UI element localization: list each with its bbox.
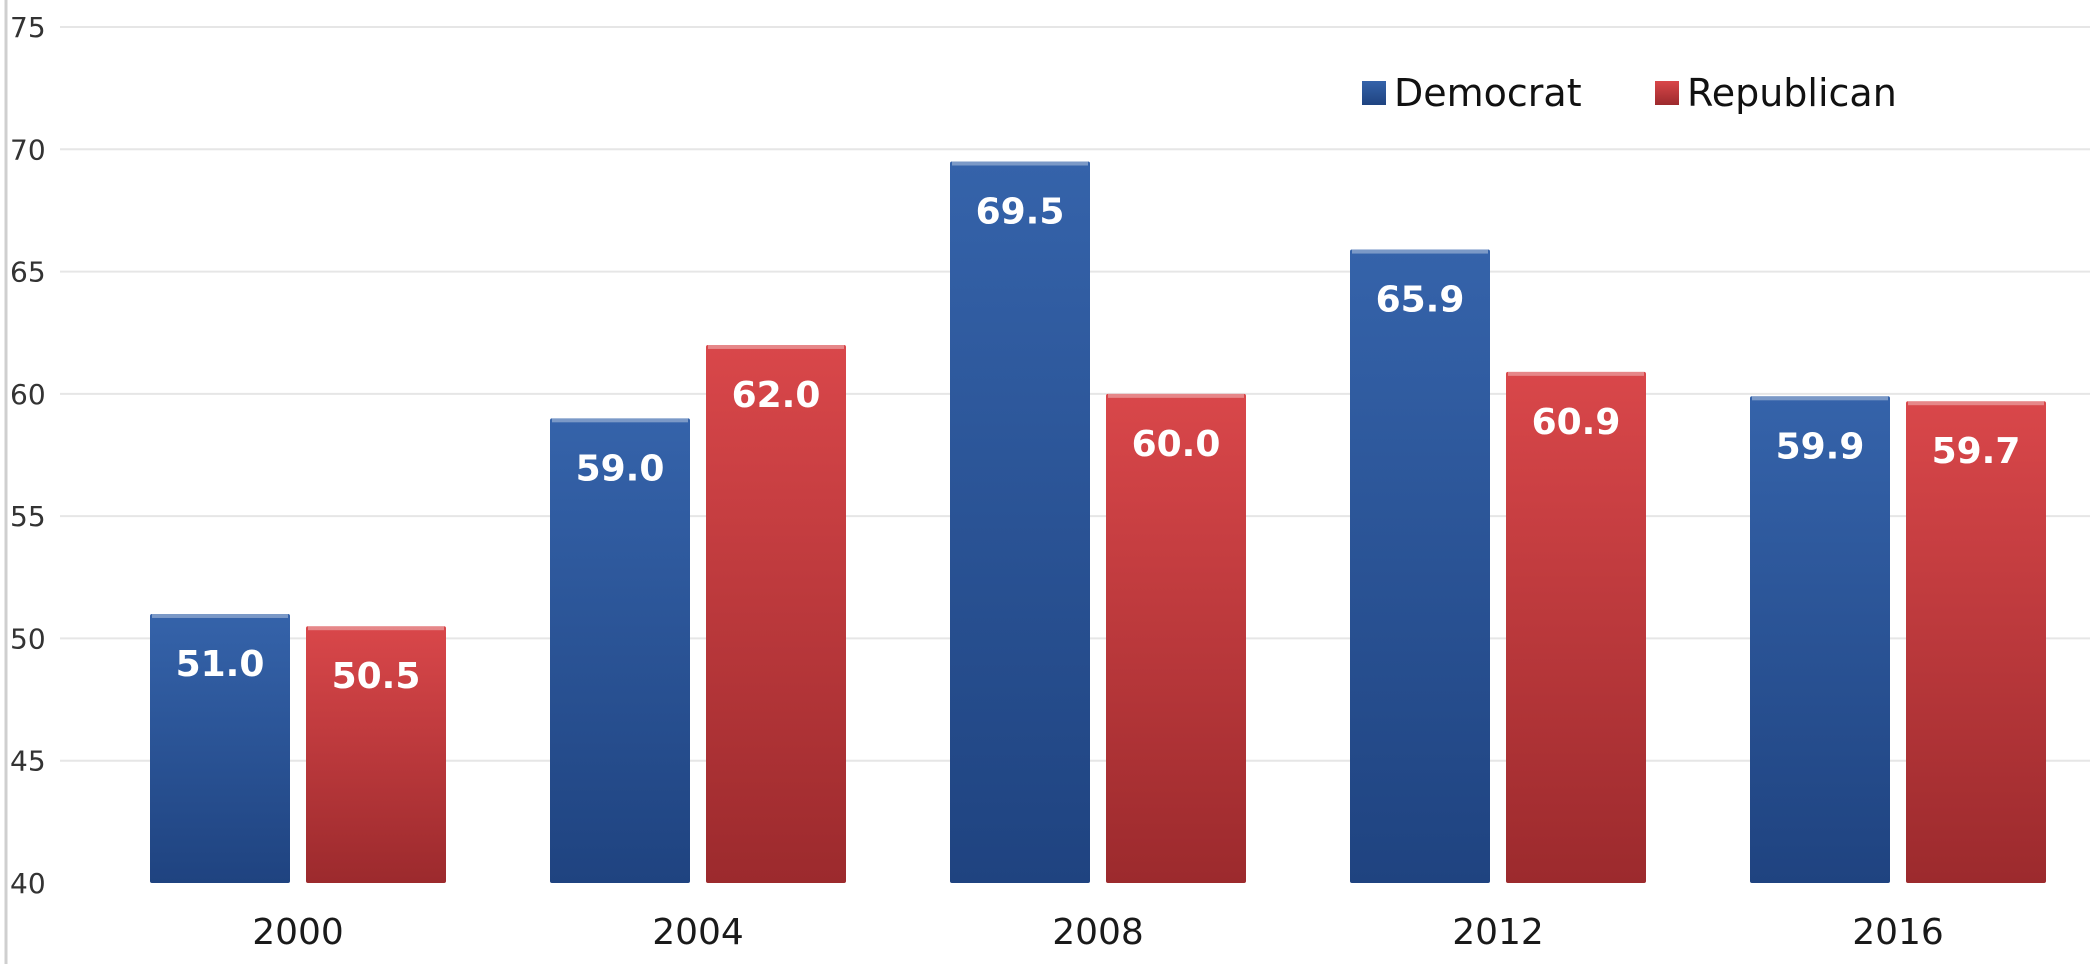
y-tick-label: 60 xyxy=(10,378,46,411)
bar-highlight xyxy=(552,418,688,423)
bar-democrat-2016 xyxy=(1750,396,1890,883)
data-label-democrat-2000: 51.0 xyxy=(176,644,265,685)
bar-democrat-2000 xyxy=(150,613,290,883)
data-label-republican-2004: 62.0 xyxy=(732,375,821,416)
bar-highlight xyxy=(1752,396,1888,401)
x-category-label: 2012 xyxy=(1452,912,1544,953)
bar-highlight xyxy=(1908,401,2044,406)
x-category-label: 2008 xyxy=(1052,912,1144,953)
legend-swatch-democrat xyxy=(1362,81,1386,105)
bar-republican-2000 xyxy=(306,626,446,883)
bar-republican-2016 xyxy=(1906,401,2046,883)
legend: Democrat Republican xyxy=(1362,71,1897,115)
bar-democrat-2004 xyxy=(550,418,690,883)
x-category-label: 2004 xyxy=(652,912,744,953)
y-tick-label: 50 xyxy=(10,622,46,655)
y-tick-label: 40 xyxy=(10,867,46,900)
data-label-republican-2012: 60.9 xyxy=(1532,402,1621,443)
x-category-labels: 2000 2004 2008 2012 2016 xyxy=(252,912,1944,953)
legend-label-republican: Republican xyxy=(1687,71,1897,115)
y-tick-label: 65 xyxy=(10,256,46,289)
x-category-label: 2016 xyxy=(1852,912,1944,953)
bar-highlight xyxy=(1352,249,1488,254)
data-label-republican-2000: 50.5 xyxy=(332,656,421,697)
bar-highlight xyxy=(308,626,444,631)
y-tick-label: 70 xyxy=(10,133,46,166)
data-label-democrat-2016: 59.9 xyxy=(1776,426,1865,467)
bar-democrat-2012 xyxy=(1350,249,1490,883)
bar-highlight xyxy=(1508,371,1644,376)
legend-swatch-republican xyxy=(1655,81,1679,105)
y-tick-label: 75 xyxy=(10,11,46,44)
data-label-democrat-2012: 65.9 xyxy=(1376,280,1465,321)
y-tick-label: 45 xyxy=(10,745,46,778)
bar-republican-2004 xyxy=(706,344,846,883)
data-label-republican-2016: 59.7 xyxy=(1932,431,2021,472)
data-label-democrat-2008: 69.5 xyxy=(976,192,1065,233)
y-tick-label: 55 xyxy=(10,500,46,533)
x-category-label: 2000 xyxy=(252,912,344,953)
bar-republican-2012 xyxy=(1506,371,1646,883)
legend-label-democrat: Democrat xyxy=(1394,71,1582,115)
bar-highlight xyxy=(1108,393,1244,398)
bar-highlight xyxy=(708,344,844,349)
data-label-republican-2008: 60.0 xyxy=(1132,424,1221,465)
bar-highlight xyxy=(952,161,1088,166)
bar-highlight xyxy=(152,613,288,618)
bars xyxy=(150,161,2046,883)
bar-democrat-2008 xyxy=(950,161,1090,883)
data-labels: 51.0 50.5 59.0 62.0 69.5 60.0 65.9 60.9 59.9 59.7 xyxy=(176,192,2021,698)
bar-republican-2008 xyxy=(1106,393,1246,883)
y-tick-labels: 40 45 50 55 60 65 70 75 xyxy=(10,11,46,900)
data-label-democrat-2004: 59.0 xyxy=(576,448,665,489)
